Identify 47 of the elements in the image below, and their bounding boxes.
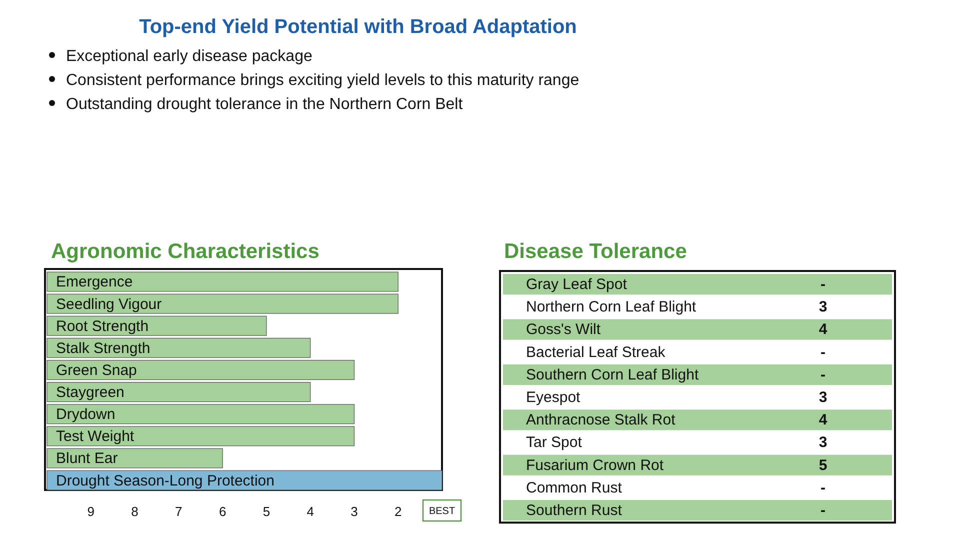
x-tick-label: 8 <box>131 504 138 519</box>
y-tick-label: Root Strength <box>56 318 149 335</box>
text: Consistent performance brings exciting yield levels to this maturity range <box>66 72 580 89</box>
x-tick-label: 3 <box>350 504 358 519</box>
x-tick-label: 5 <box>262 504 270 519</box>
text: 5 <box>818 456 828 474</box>
text: 3 <box>818 434 828 452</box>
text: - <box>820 479 826 496</box>
category-label: Northern Corn Leaf Blight <box>526 298 697 316</box>
y-tick-label: Drydown <box>56 406 116 424</box>
category-label: Bacterial Leaf Streak <box>526 344 666 361</box>
category-label: Gray Leaf Spot <box>526 276 628 293</box>
category-label: Goss's Wilt <box>526 321 602 338</box>
y-tick-label: Seedling Vigour <box>56 296 162 313</box>
text: - <box>820 276 826 293</box>
text: - <box>820 366 826 384</box>
text: 3 <box>818 298 828 316</box>
chart-title: Agronomic Characteristics <box>51 240 320 263</box>
y-tick-label: Staygreen <box>56 384 124 402</box>
y-tick-label: Emergence <box>56 274 133 291</box>
x-tick-label: 4 <box>306 504 314 519</box>
category-label: Eyespot <box>526 389 582 406</box>
text: 4 <box>818 321 828 338</box>
text: - <box>820 344 826 361</box>
x-tick-label: BEST <box>428 506 456 517</box>
x-tick-label: 6 <box>218 504 226 519</box>
y-tick-label: Green Snap <box>56 362 137 379</box>
y-tick-label: Drought Season-Long Protection <box>56 472 274 490</box>
text: Disease Tolerance <box>504 240 687 263</box>
category-label: Common Rust <box>526 479 623 496</box>
text: - <box>820 502 826 519</box>
category-label: Southern Corn Leaf Blight <box>526 366 700 384</box>
x-tick-label: 2 <box>394 504 402 519</box>
y-tick-label: Stalk Strength <box>56 340 150 357</box>
text: 3 <box>818 389 828 406</box>
text: Outstanding drought tolerance in the Northern Corn Belt <box>66 96 464 113</box>
category-label: Southern Rust <box>526 502 623 519</box>
x-tick-label: 7 <box>175 504 182 519</box>
y-tick-label: Blunt Ear <box>56 450 118 468</box>
y-tick-label: Test Weight <box>56 428 135 446</box>
category-label: Fusarium Crown Rot <box>526 456 664 474</box>
category-label: Tar Spot <box>526 434 583 452</box>
category-label: Anthracnose Stalk Rot <box>526 412 676 429</box>
text: Top-end Yield Potential with Broad Adaptation <box>139 16 577 38</box>
text: Exceptional early disease package <box>66 48 312 65</box>
x-tick-label: 9 <box>87 504 95 519</box>
text: 4 <box>818 412 828 429</box>
